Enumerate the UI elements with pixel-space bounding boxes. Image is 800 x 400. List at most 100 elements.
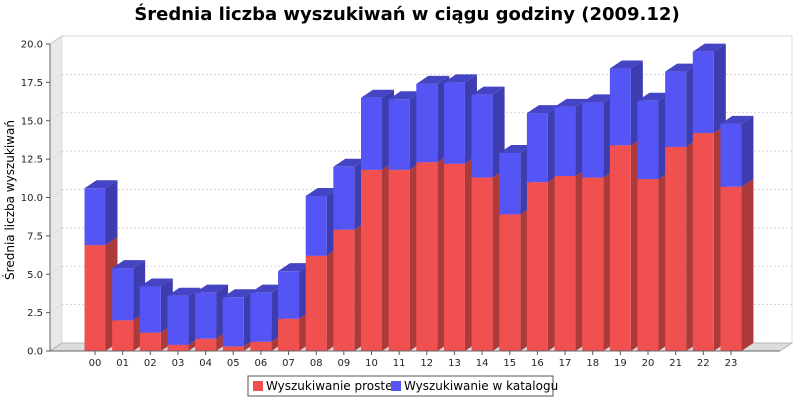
bar-front	[333, 229, 355, 351]
bar-top	[167, 287, 201, 296]
bar-front	[526, 113, 548, 183]
x-tick-label: 03	[172, 358, 185, 369]
x-tick-label: 10	[365, 358, 378, 369]
legend-swatch-proste	[253, 381, 263, 391]
bar-front	[139, 286, 161, 333]
x-tick-label: 15	[503, 358, 516, 369]
chart-title: Średnia liczba wyszukiwań w ciągu godzin…	[134, 3, 679, 25]
bar-front	[388, 99, 410, 170]
x-tick-label: 05	[227, 358, 240, 369]
bar-front	[471, 177, 493, 351]
grid-line	[49, 112, 63, 122]
bar-front	[361, 97, 382, 170]
bar-front	[665, 71, 687, 147]
bar-katalog-22	[692, 43, 726, 134]
bar-front	[84, 245, 106, 351]
bar-top	[471, 86, 505, 95]
x-tick-label: 17	[559, 358, 572, 369]
legend-label-katalog: Wyszukiwanie w katalogu	[404, 379, 558, 393]
bar-top	[554, 98, 588, 107]
bar-front	[112, 320, 134, 351]
x-axis: 00 01 02 03 04 05 06 07 08 09 10 11 12 13 14 15 16 17 18 19…	[50, 350, 780, 369]
x-tick-label: 07	[282, 358, 295, 369]
legend: Wyszukiwanie proste Wyszukiwanie w katal…	[247, 375, 558, 397]
x-tick-label: 01	[116, 358, 129, 369]
x-tick-label: 14	[476, 358, 489, 369]
x-tick-label: 09	[337, 358, 350, 369]
grid-line	[49, 265, 63, 275]
bar-front	[333, 166, 355, 230]
bar-front	[554, 106, 576, 177]
x-tick-label: 04	[199, 358, 212, 369]
y-axis: 0.0 2.5 5.0 7.5 10.0 12.5 15.0 17.5 20.0	[21, 40, 51, 358]
bar-top	[665, 63, 699, 72]
x-tick-label: 11	[393, 358, 406, 369]
y-tick-label: 10.0	[21, 193, 43, 204]
bar-front	[416, 162, 438, 351]
bar-side	[741, 178, 754, 351]
y-tick-label: 0.0	[27, 347, 43, 358]
bar-top	[361, 89, 394, 98]
bar-front	[167, 295, 189, 345]
x-tick-label: 23	[725, 358, 738, 369]
grid-line	[49, 304, 63, 313]
bar-top	[84, 180, 118, 189]
bar-front	[720, 123, 742, 187]
x-tick-label: 12	[420, 358, 433, 369]
bar-front	[443, 82, 465, 164]
bar-top	[305, 187, 339, 196]
bar-front	[222, 346, 244, 351]
x-tick-label: 16	[531, 358, 544, 369]
bar-front	[195, 292, 217, 339]
bar-top	[333, 158, 367, 167]
bar-top	[443, 74, 477, 83]
x-tick-label: 06	[255, 358, 268, 369]
bar-front	[499, 214, 521, 351]
y-tick-label: 7.5	[27, 231, 43, 242]
bar-front	[443, 163, 465, 351]
x-tick-label: 22	[697, 358, 710, 369]
bar-proste-23	[720, 178, 754, 351]
x-tick-label: 19	[614, 358, 627, 369]
bar-front	[112, 268, 134, 321]
bar-front	[167, 344, 189, 351]
bar-front	[250, 341, 272, 351]
bar-front	[554, 176, 576, 351]
bar-top	[139, 278, 173, 287]
bar-top	[582, 94, 616, 103]
bar-side	[713, 43, 726, 134]
bar-front	[278, 318, 300, 351]
bar-front	[84, 188, 106, 246]
bar-front	[609, 145, 631, 351]
y-tick-label: 2.5	[27, 308, 43, 319]
x-tick-label: 18	[586, 358, 599, 369]
x-tick-label: 08	[310, 358, 323, 369]
bar-front	[526, 182, 548, 351]
grid-line	[49, 74, 63, 83]
bar-top	[278, 263, 312, 272]
y-tick-label: 17.5	[21, 78, 43, 89]
bar-top	[112, 260, 146, 269]
grid-line	[49, 227, 63, 237]
y-tick-label: 12.5	[21, 155, 43, 166]
y-tick-label: 5.0	[27, 270, 43, 281]
x-tick-label: 02	[144, 358, 157, 369]
bar-front	[692, 133, 714, 351]
bar-front	[637, 179, 659, 351]
bar-front	[222, 297, 244, 347]
legend-label-proste: Wyszukiwanie proste	[266, 379, 392, 393]
bar-front	[305, 195, 327, 256]
x-tick-label: 00	[89, 358, 102, 369]
bar-front	[582, 177, 604, 351]
bar-top	[526, 105, 560, 114]
x-tick-label: 21	[669, 358, 682, 369]
bar-front	[582, 102, 604, 178]
bar-front	[361, 169, 382, 351]
bar-front	[195, 338, 217, 351]
bar-front	[471, 94, 493, 178]
y-tick-label: 20.0	[21, 40, 43, 51]
grid-line	[49, 189, 63, 198]
bar-proste-00	[84, 237, 118, 351]
bars	[84, 43, 754, 351]
